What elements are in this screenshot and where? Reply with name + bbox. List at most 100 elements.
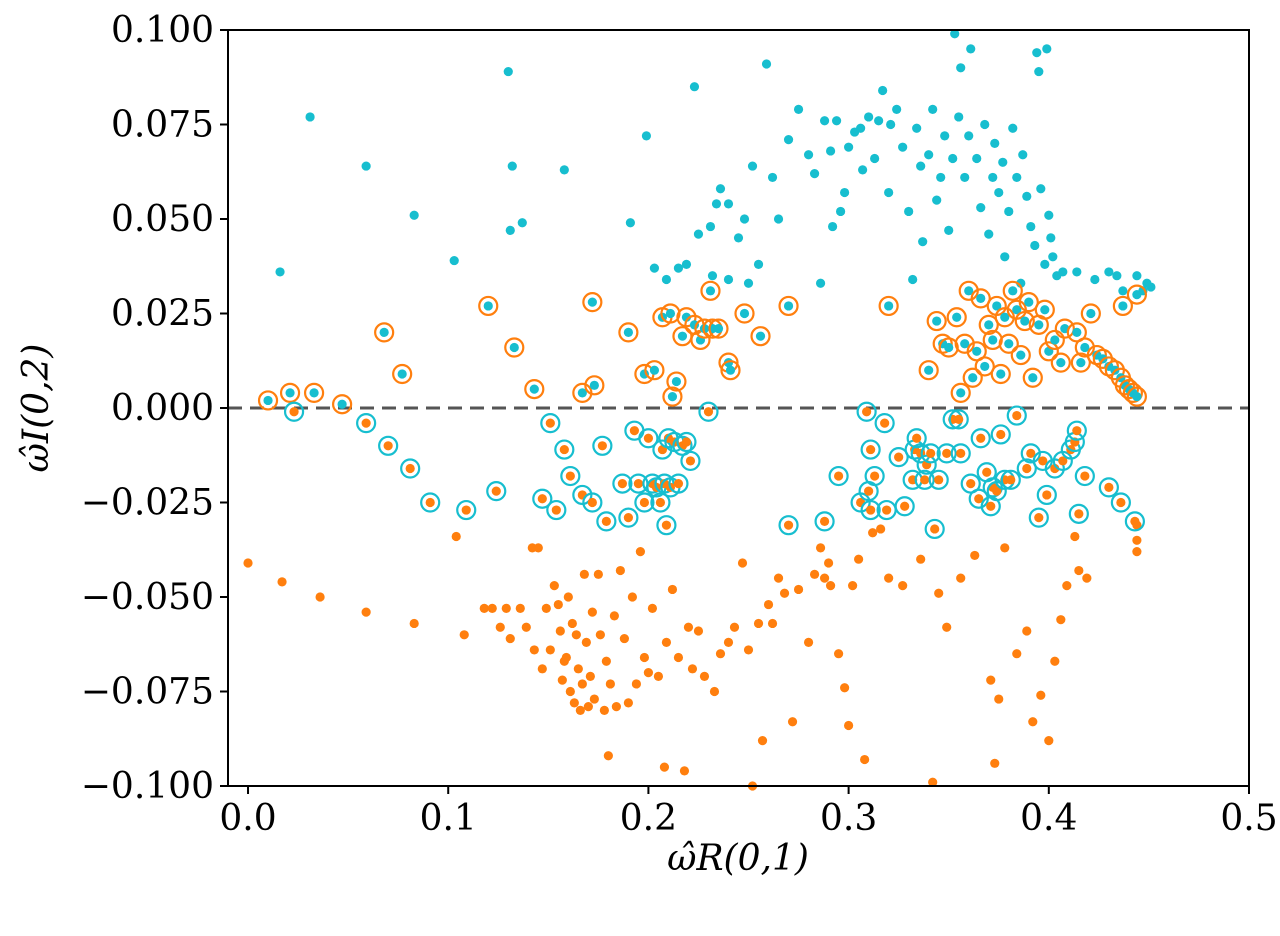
- data-point: [623, 327, 633, 337]
- data-point: [723, 637, 734, 647]
- data-point-ring: [1124, 511, 1145, 532]
- data-point: [641, 131, 652, 141]
- data-point: [936, 172, 946, 183]
- data-point: [1004, 339, 1014, 349]
- data-point: [361, 418, 371, 428]
- data-point-ring: [1110, 492, 1131, 513]
- data-point: [986, 675, 996, 685]
- data-point: [451, 531, 461, 542]
- data-point: [487, 603, 497, 613]
- data-point-ring: [680, 450, 701, 472]
- data-point: [743, 278, 754, 288]
- data-point: [1132, 271, 1142, 281]
- data-point: [934, 475, 944, 485]
- data-point-ring: [1022, 367, 1043, 388]
- data-point: [974, 494, 984, 504]
- data-point: [1056, 615, 1066, 625]
- data-point: [1074, 509, 1084, 519]
- data-point: [1028, 373, 1038, 383]
- data-point: [1012, 305, 1022, 315]
- data-point: [956, 63, 966, 73]
- data-point-ring: [860, 439, 881, 460]
- data-point: [825, 146, 836, 156]
- x-tick-label: 0.3: [820, 798, 877, 839]
- x-tick-label: 0.5: [1220, 798, 1277, 839]
- data-point-ring: [814, 511, 835, 532]
- data-point: [874, 116, 884, 126]
- data-point-ring: [874, 413, 895, 434]
- data-point: [639, 497, 650, 508]
- data-point-ring: [1034, 299, 1055, 320]
- data-point: [848, 581, 858, 591]
- data-point: [739, 214, 750, 224]
- data-point: [844, 720, 854, 731]
- data-point: [589, 694, 599, 704]
- data-point: [894, 452, 904, 462]
- data-point: [924, 150, 934, 160]
- data-point-ring: [532, 488, 553, 509]
- data-point: [960, 339, 970, 349]
- data-point: [753, 259, 764, 269]
- data-point: [912, 123, 922, 133]
- data-point: [611, 702, 621, 712]
- data-point-ring: [778, 515, 799, 536]
- data-point: [665, 308, 676, 319]
- data-point-ring: [970, 428, 991, 449]
- data-point: [1032, 48, 1042, 58]
- data-point: [565, 686, 575, 697]
- data-point: [559, 444, 569, 455]
- data-point: [912, 433, 922, 443]
- data-point: [1040, 259, 1050, 269]
- data-point: [1038, 456, 1048, 466]
- data-point: [1036, 690, 1046, 700]
- data-point-ring: [962, 367, 983, 388]
- data-point: [1026, 448, 1036, 458]
- data-point: [1050, 463, 1060, 474]
- data-point-ring: [1112, 295, 1133, 317]
- data-point: [966, 44, 976, 54]
- data-point: [968, 373, 978, 383]
- data-point: [1016, 350, 1026, 360]
- data-point: [984, 320, 994, 330]
- data-point: [729, 622, 740, 632]
- data-point-ring: [860, 499, 881, 521]
- data-point: [1044, 210, 1054, 220]
- data-point: [1030, 240, 1040, 251]
- data-point: [449, 255, 459, 266]
- data-point: [653, 671, 664, 681]
- data-point: [361, 161, 371, 171]
- data-point: [966, 479, 976, 489]
- data-point: [996, 369, 1006, 379]
- data-point: [687, 664, 698, 674]
- data-point: [521, 622, 531, 632]
- data-point: [1076, 358, 1086, 368]
- data-point: [589, 380, 599, 390]
- data-point-ring: [926, 310, 947, 332]
- data-point: [509, 342, 519, 353]
- data-point-ring: [634, 492, 655, 513]
- data-point-ring: [708, 318, 729, 339]
- data-point: [541, 603, 551, 613]
- data-point: [673, 652, 684, 663]
- data-point: [876, 524, 886, 534]
- data-point-ring: [1054, 318, 1075, 339]
- data-point: [1048, 252, 1058, 262]
- data-point: [567, 618, 577, 629]
- data-point: [627, 592, 637, 602]
- data-point: [793, 104, 804, 114]
- data-point-ring: [676, 431, 697, 453]
- data-point: [916, 554, 926, 564]
- data-point: [587, 297, 597, 307]
- data-point-ring: [1074, 465, 1095, 487]
- data-point-ring: [1018, 292, 1039, 313]
- data-point-ring: [546, 499, 567, 521]
- data-point: [1008, 123, 1018, 133]
- data-point: [827, 221, 838, 232]
- data-point: [1012, 172, 1022, 183]
- data-point-ring: [914, 469, 935, 490]
- data-point: [277, 577, 287, 587]
- data-point: [823, 558, 834, 568]
- data-point: [577, 388, 587, 398]
- y-tick-label: 0.025: [111, 294, 214, 335]
- data-point: [503, 66, 513, 77]
